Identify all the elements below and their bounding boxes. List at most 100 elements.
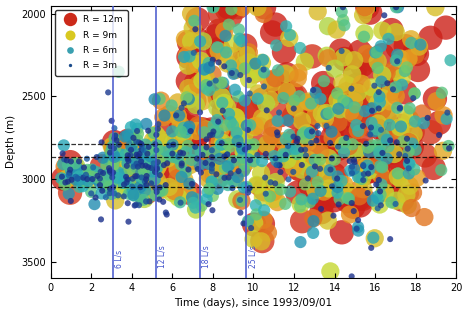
Point xyxy=(312,90,320,95)
Point xyxy=(235,136,242,141)
Point xyxy=(334,190,341,195)
Point xyxy=(183,53,191,58)
Point xyxy=(80,175,87,180)
Point xyxy=(217,127,225,132)
Point xyxy=(63,158,71,163)
Point xyxy=(234,5,241,10)
Point xyxy=(111,198,119,203)
Point xyxy=(88,174,95,179)
Point xyxy=(106,168,114,173)
Point xyxy=(438,168,445,173)
Point xyxy=(352,148,360,153)
Point xyxy=(298,167,306,172)
Point xyxy=(292,93,300,98)
Point xyxy=(304,157,312,162)
Point xyxy=(379,150,386,155)
Point xyxy=(205,88,213,93)
Point xyxy=(124,156,132,161)
Point xyxy=(309,216,317,221)
Point xyxy=(114,175,122,180)
Point xyxy=(115,170,123,175)
Point xyxy=(300,162,308,167)
Point xyxy=(203,137,210,142)
Point xyxy=(139,168,147,173)
Point xyxy=(170,142,177,147)
Point xyxy=(329,135,336,140)
Point xyxy=(330,193,338,198)
Point xyxy=(260,5,268,10)
Point xyxy=(294,150,301,155)
Point xyxy=(146,148,153,153)
Point xyxy=(303,131,310,136)
Point xyxy=(250,220,258,225)
Point xyxy=(103,173,111,178)
Point xyxy=(120,182,128,187)
Point xyxy=(401,68,409,73)
Point xyxy=(206,81,213,86)
Point xyxy=(359,196,366,201)
Point xyxy=(246,91,254,96)
Point xyxy=(124,177,132,182)
Point xyxy=(177,129,185,134)
Point xyxy=(165,185,173,190)
Point xyxy=(276,163,284,168)
Point xyxy=(154,165,161,170)
Point xyxy=(251,61,259,66)
Point xyxy=(259,194,267,199)
Point xyxy=(282,24,290,29)
Point xyxy=(340,143,347,148)
Point xyxy=(327,167,334,172)
Point xyxy=(205,65,213,70)
Point xyxy=(345,196,352,201)
Point xyxy=(89,165,97,170)
Point xyxy=(210,123,217,128)
Point xyxy=(409,141,416,146)
Point xyxy=(334,144,342,149)
Point xyxy=(241,66,249,71)
Point xyxy=(152,145,160,150)
Point xyxy=(253,182,260,187)
Point xyxy=(165,111,173,116)
Point xyxy=(127,150,134,155)
Point xyxy=(408,41,415,46)
Point xyxy=(367,125,375,130)
Point xyxy=(124,219,132,224)
Point xyxy=(152,167,160,172)
Point xyxy=(211,83,218,88)
Point xyxy=(208,166,216,171)
Point xyxy=(369,198,377,203)
Point xyxy=(380,133,388,138)
Point xyxy=(93,154,101,160)
Point xyxy=(211,162,219,167)
Point xyxy=(294,76,301,81)
Point xyxy=(111,175,119,180)
Point xyxy=(340,55,347,60)
Point xyxy=(268,30,276,35)
Point xyxy=(134,131,142,136)
Point xyxy=(104,157,111,162)
Point xyxy=(408,206,415,211)
Point xyxy=(264,230,272,235)
Point xyxy=(363,5,370,10)
Point xyxy=(304,140,312,145)
Point xyxy=(361,31,368,36)
Point xyxy=(142,177,150,182)
Point xyxy=(333,27,340,32)
Point xyxy=(302,153,310,158)
X-axis label: Time (days), since 1993/09/01: Time (days), since 1993/09/01 xyxy=(175,298,333,308)
Point xyxy=(380,116,388,122)
Point xyxy=(236,36,243,41)
Point xyxy=(154,162,162,167)
Point xyxy=(351,58,358,63)
Point xyxy=(66,167,74,172)
Point xyxy=(203,83,210,88)
Point xyxy=(119,152,126,157)
Point xyxy=(417,42,424,47)
Point xyxy=(241,98,249,103)
Point xyxy=(418,111,426,116)
Point xyxy=(378,107,386,112)
Point xyxy=(430,165,438,171)
Point xyxy=(160,163,168,168)
Point xyxy=(246,122,254,127)
Point xyxy=(376,94,383,99)
